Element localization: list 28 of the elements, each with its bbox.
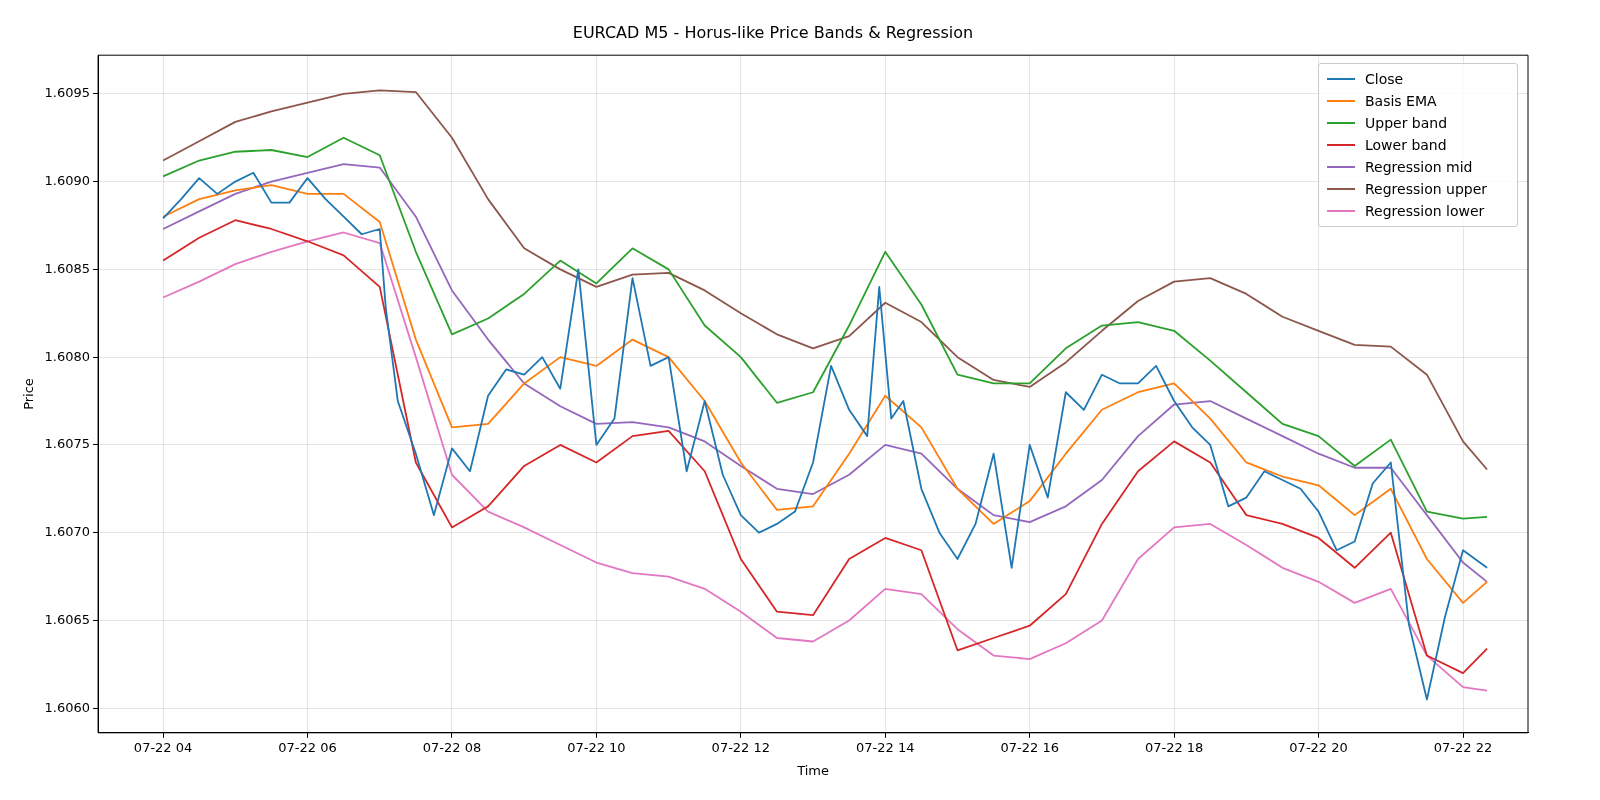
- y-tick-label: 1.6095: [44, 85, 91, 101]
- x-tick-label: 07-22 20: [1289, 739, 1348, 755]
- x-tick-label: 07-22 08: [422, 739, 482, 755]
- y-axis-title: Price: [21, 378, 37, 410]
- x-tick-label: 07-22 18: [1144, 739, 1204, 755]
- y-tick-label: 1.6090: [44, 172, 91, 188]
- legend-label: Basis EMA: [1365, 93, 1437, 110]
- chart-title: EURCAD M5 - Horus-like Price Bands & Regression: [572, 22, 974, 42]
- y-tick-label: 1.6080: [44, 348, 91, 364]
- y-tick-label: 1.6060: [44, 699, 91, 715]
- x-tick-label: 07-22 04: [133, 739, 193, 755]
- x-tick-label: 07-22 10: [567, 739, 626, 755]
- legend-label: Regression mid: [1365, 159, 1473, 176]
- legend-label: Regression lower: [1365, 203, 1485, 220]
- legend-label: Upper band: [1365, 115, 1448, 132]
- x-tick-label: 07-22 22: [1433, 739, 1493, 755]
- y-tick-label: 1.6065: [44, 611, 91, 627]
- x-tick-label: 07-22 16: [1000, 739, 1059, 755]
- y-tick-label: 1.6075: [44, 436, 91, 452]
- x-tick-label: 07-22 14: [856, 739, 915, 755]
- x-axis-title: Time: [796, 762, 829, 778]
- y-tick-label: 1.6085: [44, 260, 91, 276]
- legend-label: Lower band: [1365, 137, 1447, 154]
- x-tick-label: 07-22 12: [711, 739, 771, 755]
- legend-label: Regression upper: [1365, 181, 1488, 198]
- y-tick-label: 1.6070: [44, 524, 91, 540]
- legend-label: Close: [1365, 71, 1404, 88]
- x-tick-label: 07-22 06: [278, 739, 337, 755]
